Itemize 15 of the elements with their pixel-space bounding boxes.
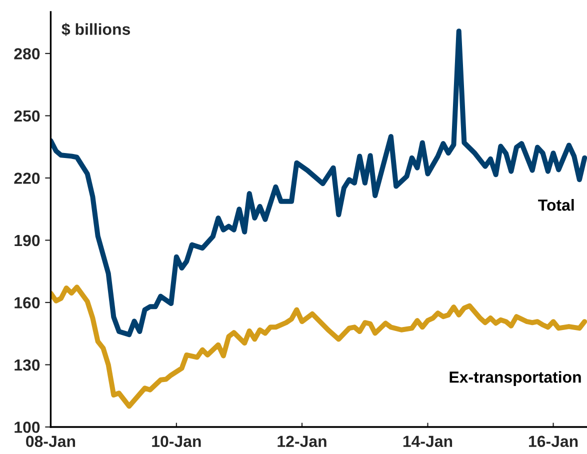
text: Ex-transportation <box>450 371 581 386</box>
x-tick-label: 08-Jan <box>26 436 76 448</box>
y-tick-label: 100 <box>14 422 40 433</box>
y-tick-label: 280 <box>14 48 40 60</box>
y-tick-label: 130 <box>14 359 40 371</box>
y-axis-title: $ billions <box>62 22 130 36</box>
series-label: Total <box>538 199 574 211</box>
x-tick-label: 12-Jan <box>278 436 326 448</box>
y-tick-label: 220 <box>14 172 40 184</box>
x-tick-label: 14-Jan <box>403 436 452 448</box>
x-tick-label: 16-Jan <box>528 436 578 448</box>
y-tick-label: 160 <box>14 297 40 308</box>
x-tick-label: 10-Jan <box>152 436 201 448</box>
y-tick-label: 250 <box>14 110 40 122</box>
y-tick-label: 190 <box>14 234 40 246</box>
